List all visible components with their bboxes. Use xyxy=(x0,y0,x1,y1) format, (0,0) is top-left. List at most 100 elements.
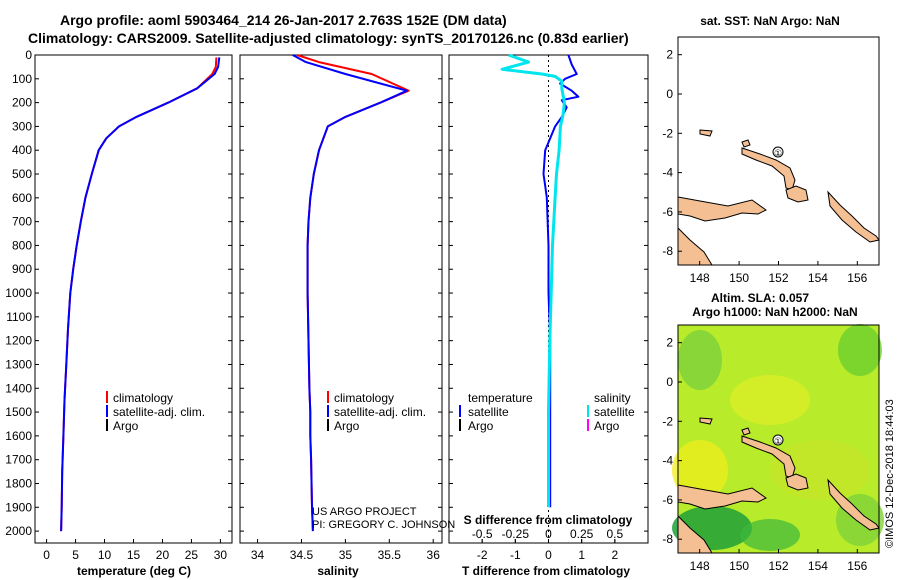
land-bougainville-island xyxy=(785,185,809,203)
argo-float-marker xyxy=(772,434,784,446)
sla-map-title-line2: Argo h1000: NaN h2000: NaN xyxy=(692,305,857,319)
map-lon-label: 152 xyxy=(768,559,788,573)
map-lon-label: 152 xyxy=(768,271,788,285)
x-tick-label: 5 xyxy=(72,548,79,562)
figure-title-line2: Climatology: CARS2009. Satellite-adjuste… xyxy=(28,30,629,46)
legend-label-t-argo: Argo xyxy=(468,419,494,433)
x-tick-label: 30 xyxy=(214,548,228,562)
x-tick-label: 0.25 xyxy=(570,527,594,541)
y-tick-label: 100 xyxy=(12,72,32,86)
y-tick-label: 400 xyxy=(12,143,32,157)
map-lat-label: -2 xyxy=(662,126,673,140)
map-lat-label: 0 xyxy=(666,375,673,389)
sla-land xyxy=(677,417,880,554)
x-tick-label: 10 xyxy=(98,548,112,562)
series-line-satellite-adj-clim- xyxy=(60,57,221,532)
y-tick-label: 1400 xyxy=(5,381,32,395)
plot-frame xyxy=(34,54,233,544)
temperature-legend: climatology satellite-adj. clim. Argo xyxy=(106,391,205,433)
x-tick-label: 35 xyxy=(339,548,353,562)
credit-pi: PI: GREGORY C. JOHNSON xyxy=(312,519,455,531)
land-manus-island xyxy=(699,417,713,425)
map-lat-label: -2 xyxy=(662,414,673,428)
map-lat-label: -4 xyxy=(662,166,673,180)
sla-patch xyxy=(672,440,728,500)
plot-frame xyxy=(239,54,443,544)
x-tick-label: 35.5 xyxy=(378,548,402,562)
map-lat-label: -8 xyxy=(662,532,673,546)
y-tick-label: 200 xyxy=(12,96,32,110)
x-tick-label: 36 xyxy=(427,548,441,562)
difference-panel: -2 -1 0 1 2 -0.5 -0.25 0 0.25 0.5 xyxy=(448,53,649,562)
sla-patch xyxy=(838,324,882,376)
y-tick-label: 1600 xyxy=(5,429,32,443)
legend-label-climatology: climatology xyxy=(113,391,173,405)
salinity-xlabel: salinity xyxy=(317,564,359,578)
x-tick-label: 0.5 xyxy=(606,527,623,541)
map-lon-label: 148 xyxy=(690,559,710,573)
map-lat-label: 2 xyxy=(666,48,673,62)
y-tick-label: 600 xyxy=(12,191,32,205)
imos-stamp: ©IMOS 12-Dec-2018 18:44:03 xyxy=(884,399,896,548)
x-tick-label: 15 xyxy=(127,548,141,562)
y-tick-label: 1900 xyxy=(5,500,32,514)
y-tick-label: 300 xyxy=(12,119,32,133)
y-tick-label: 1800 xyxy=(5,476,32,490)
land-new-guinea-north xyxy=(677,484,767,510)
sla-patch xyxy=(730,375,810,425)
y-tick-label: 1100 xyxy=(6,310,32,324)
x-tick-label: -0.25 xyxy=(502,527,530,541)
series-line-salinity-satellite xyxy=(500,53,566,508)
map-lon-label: 150 xyxy=(729,271,749,285)
y-tick-label: 2000 xyxy=(5,524,32,538)
y-tick-label: 500 xyxy=(12,167,32,181)
sla-field-patches xyxy=(672,324,884,551)
map-lon-label: 156 xyxy=(847,271,867,285)
argo-float-marker xyxy=(772,146,784,158)
salinity-legend: climatology satellite-adj. clim. Argo xyxy=(327,391,426,433)
x-tick-label: 34 xyxy=(251,548,265,562)
x-tick-label: 1 xyxy=(578,548,585,562)
y-tick-label: 900 xyxy=(12,262,32,276)
x-tick-label: 0 xyxy=(545,527,552,541)
legend-label-argo: Argo xyxy=(334,419,360,433)
land-new-guinea-north xyxy=(677,196,767,222)
x-tick-label: 2 xyxy=(611,548,618,562)
map-lon-label: 148 xyxy=(690,271,710,285)
difference-legend: temperature satellite Argo salinity sate… xyxy=(459,391,635,433)
y-tick-label: 700 xyxy=(12,215,32,229)
series-line-climatology xyxy=(60,57,218,532)
x-tick-label: -0.5 xyxy=(472,527,493,541)
sla-map: ① xyxy=(672,324,884,554)
credit-project: US ARGO PROJECT xyxy=(312,506,417,518)
x-tick-label: -2 xyxy=(477,548,488,562)
y-tick-label: 800 xyxy=(12,238,32,252)
series-line-satellite-adj-clim- xyxy=(292,54,408,532)
x-tick-label: 0 xyxy=(545,548,552,562)
legend-title-temperature: temperature xyxy=(468,391,533,405)
legend-label-s-satellite: satellite xyxy=(594,405,635,419)
x-tick-label: 20 xyxy=(156,548,170,562)
temperature-xlabel: temperature (deg C) xyxy=(77,564,191,578)
x-tick-label: 34.5 xyxy=(290,548,314,562)
salinity-panel: 34 34.5 35 35.5 36 xyxy=(239,54,443,562)
map-lat-label: -4 xyxy=(662,454,673,468)
land-manus-island xyxy=(699,129,713,137)
land-islet xyxy=(741,139,751,148)
temperature-panel: 0100200300400500600700800900100011001200… xyxy=(5,48,233,562)
legend-label-s-argo: Argo xyxy=(594,419,620,433)
difference-xlabel: T difference from climatology xyxy=(462,564,630,578)
series-line-climatology xyxy=(296,54,410,532)
legend-label-climatology: climatology xyxy=(334,391,394,405)
argo-float-label: ① xyxy=(774,148,782,158)
map-lat-label: -6 xyxy=(662,493,673,507)
x-tick-label: 25 xyxy=(185,548,199,562)
figure-title-line1: Argo profile: aoml 5903464_214 26-Jan-20… xyxy=(60,12,507,28)
map-lon-label: 154 xyxy=(808,559,828,573)
legend-label-satellite: satellite-adj. clim. xyxy=(334,405,426,419)
map-lon-label: 150 xyxy=(729,559,749,573)
x-tick-label: -1 xyxy=(510,548,521,562)
difference-xlabel-top: S difference from climatology xyxy=(464,513,633,527)
map-axis-ticks: 148 150 152 154 156 2 0 -2 -4 -6 -8 148 150 152 154 156… xyxy=(662,48,867,573)
